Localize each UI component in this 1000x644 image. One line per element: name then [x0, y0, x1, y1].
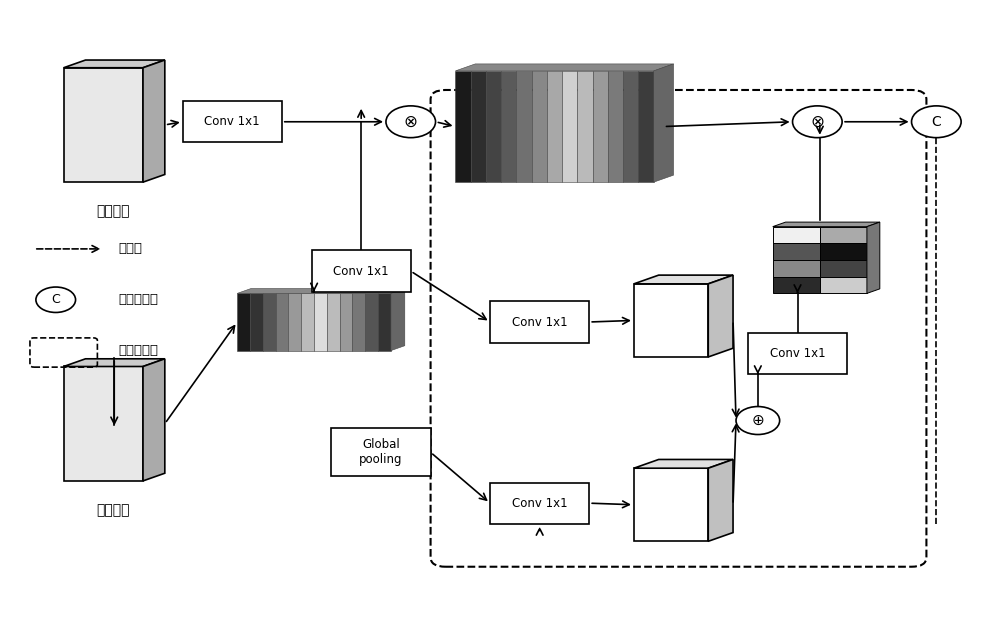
- Polygon shape: [143, 359, 165, 481]
- Circle shape: [736, 406, 780, 435]
- Polygon shape: [820, 243, 867, 260]
- Bar: [312, 251, 411, 292]
- Text: 空间注意力: 空间注意力: [118, 344, 158, 357]
- Polygon shape: [867, 222, 880, 294]
- Bar: [490, 301, 589, 343]
- Polygon shape: [638, 71, 654, 182]
- Polygon shape: [327, 294, 340, 350]
- Polygon shape: [64, 359, 165, 366]
- Polygon shape: [501, 71, 516, 182]
- Polygon shape: [64, 60, 165, 68]
- Circle shape: [793, 106, 842, 138]
- Text: ⊗: ⊗: [404, 113, 418, 131]
- Polygon shape: [276, 294, 288, 350]
- Polygon shape: [820, 260, 867, 277]
- Text: Conv 1x1: Conv 1x1: [204, 115, 260, 128]
- Polygon shape: [773, 222, 880, 227]
- Text: 上采样: 上采样: [118, 242, 142, 256]
- Polygon shape: [301, 294, 314, 350]
- Polygon shape: [820, 277, 867, 294]
- Polygon shape: [708, 459, 733, 542]
- Polygon shape: [623, 71, 638, 182]
- Polygon shape: [64, 366, 143, 481]
- Polygon shape: [391, 289, 405, 350]
- Bar: [183, 101, 282, 142]
- Text: ⊕: ⊕: [751, 413, 764, 428]
- Polygon shape: [237, 294, 250, 350]
- Polygon shape: [314, 294, 327, 350]
- Text: C: C: [931, 115, 941, 129]
- Polygon shape: [378, 294, 391, 350]
- Polygon shape: [64, 68, 143, 182]
- Bar: [748, 333, 847, 374]
- Circle shape: [36, 287, 76, 312]
- Bar: [331, 428, 431, 476]
- Polygon shape: [593, 71, 608, 182]
- Text: Conv 1x1: Conv 1x1: [512, 497, 567, 509]
- Polygon shape: [773, 227, 820, 243]
- Text: C: C: [51, 293, 60, 307]
- Text: Conv 1x1: Conv 1x1: [512, 316, 567, 328]
- Polygon shape: [250, 294, 263, 350]
- Polygon shape: [516, 71, 532, 182]
- Polygon shape: [288, 294, 301, 350]
- Polygon shape: [471, 71, 486, 182]
- Polygon shape: [532, 71, 547, 182]
- Text: ⊗: ⊗: [810, 113, 824, 131]
- Polygon shape: [486, 71, 501, 182]
- Circle shape: [912, 106, 961, 138]
- Text: 按通道拼接: 按通道拼接: [118, 293, 158, 307]
- Polygon shape: [634, 468, 708, 542]
- Polygon shape: [608, 71, 623, 182]
- Polygon shape: [773, 277, 820, 294]
- Polygon shape: [773, 243, 820, 260]
- Polygon shape: [577, 71, 593, 182]
- Polygon shape: [708, 275, 733, 357]
- Polygon shape: [340, 294, 352, 350]
- Polygon shape: [773, 260, 820, 277]
- Bar: [490, 482, 589, 524]
- Polygon shape: [547, 71, 562, 182]
- Polygon shape: [143, 60, 165, 182]
- Polygon shape: [352, 294, 365, 350]
- Polygon shape: [562, 71, 577, 182]
- Text: 浅层特征: 浅层特征: [97, 204, 130, 218]
- Polygon shape: [634, 459, 733, 468]
- Circle shape: [386, 106, 436, 138]
- Text: Conv 1x1: Conv 1x1: [770, 347, 825, 360]
- Polygon shape: [654, 64, 674, 182]
- Text: Global
pooling: Global pooling: [359, 439, 403, 466]
- Polygon shape: [455, 64, 674, 71]
- Polygon shape: [365, 294, 378, 350]
- Polygon shape: [455, 71, 471, 182]
- Polygon shape: [634, 284, 708, 357]
- Polygon shape: [237, 289, 405, 294]
- Text: Conv 1x1: Conv 1x1: [333, 265, 389, 278]
- Polygon shape: [263, 294, 276, 350]
- Polygon shape: [820, 227, 867, 243]
- Polygon shape: [634, 275, 733, 284]
- Text: 高层特征: 高层特征: [97, 503, 130, 517]
